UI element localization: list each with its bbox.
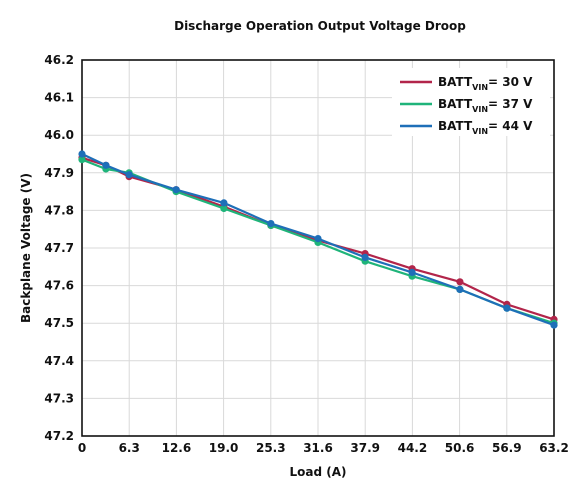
y-axis-title: Backplane Voltage (V) xyxy=(19,173,33,323)
plot-area-frame xyxy=(81,59,555,437)
chart-title: Discharge Operation Output Voltage Droop xyxy=(174,19,466,33)
y-tick-label: 47.6 xyxy=(44,279,74,293)
series-line xyxy=(81,153,555,327)
data-point xyxy=(408,268,416,276)
x-tick-label: 25.3 xyxy=(256,441,286,455)
y-tick-label: 46.1 xyxy=(44,91,74,105)
x-tick-label: 63.2 xyxy=(539,441,569,455)
data-point xyxy=(125,171,133,179)
x-axis-title: Load (A) xyxy=(289,465,346,479)
data-point xyxy=(78,150,86,158)
data-point xyxy=(456,285,464,293)
legend-entry: BATTVIN= 30 V xyxy=(438,75,533,92)
legend-entry: BATTVIN= 37 V xyxy=(438,97,533,114)
data-point xyxy=(220,199,228,207)
x-tick-label: 50.6 xyxy=(445,441,475,455)
grid-lines xyxy=(82,60,554,436)
legend: BATTVIN= 30 V BATTVIN= 37 V BATTVIN= 44 V xyxy=(392,68,550,136)
data-point xyxy=(503,304,511,312)
x-tick-label: 56.9 xyxy=(492,441,522,455)
data-point xyxy=(550,321,558,329)
data-point xyxy=(456,278,464,286)
data-point xyxy=(361,253,369,261)
legend-entry: BATTVIN= 44 V xyxy=(438,119,533,136)
y-tick-label: 47.5 xyxy=(44,316,74,330)
y-tick-label: 47.7 xyxy=(44,241,74,255)
x-tick-label: 6.3 xyxy=(119,441,140,455)
data-point xyxy=(267,220,275,228)
y-tick-label: 47.3 xyxy=(44,391,74,405)
axis-ticks: 0 6.3 12.6 19.0 25.3 31.6 37.9 44.2 50.6 56.9 63.2… xyxy=(44,53,568,455)
data-point xyxy=(314,235,322,243)
y-tick-label: 46.2 xyxy=(44,53,74,67)
series-3 xyxy=(78,150,558,329)
x-tick-label: 37.9 xyxy=(350,441,380,455)
legend-background xyxy=(392,68,550,136)
data-point xyxy=(78,156,86,164)
y-tick-label: 46.0 xyxy=(44,128,74,142)
x-tick-label: 12.6 xyxy=(162,441,192,455)
x-tick-label: 44.2 xyxy=(398,441,428,455)
x-tick-label: 0 xyxy=(78,441,86,455)
y-tick-label: 47.8 xyxy=(44,203,74,217)
data-point xyxy=(172,186,180,194)
data-point xyxy=(220,204,228,213)
series-lines xyxy=(78,150,558,329)
y-tick-label: 47.9 xyxy=(44,166,74,180)
y-tick-label: 47.2 xyxy=(44,429,74,443)
data-point xyxy=(102,161,110,169)
x-tick-label: 31.6 xyxy=(303,441,333,455)
x-tick-label: 19.0 xyxy=(209,441,239,455)
y-tick-label: 47.4 xyxy=(44,354,74,368)
